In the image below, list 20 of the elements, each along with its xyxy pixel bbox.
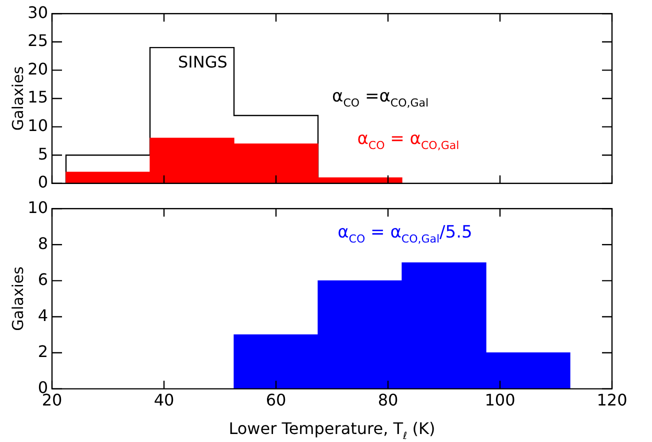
x-tick-label: 120 <box>596 390 628 410</box>
x-tick-label: 60 <box>266 390 286 410</box>
annotation: SINGS <box>178 52 228 72</box>
y-tick-label: 6 <box>38 270 48 289</box>
x-tick-label: 40 <box>154 390 174 410</box>
y-tick-label: 30 <box>28 2 48 22</box>
y-axis-title: Galaxies <box>8 66 27 131</box>
y-tick-label: 0 <box>38 172 48 192</box>
x-tick-label: 80 <box>378 390 398 410</box>
y-tick-label: 4 <box>38 306 48 325</box>
y-tick-label: 25 <box>28 31 48 50</box>
y-tick-label: 10 <box>28 116 48 135</box>
y-tick-label: 20 <box>28 59 48 78</box>
y-tick-label: 8 <box>38 234 48 253</box>
y-tick-label: 10 <box>28 198 48 217</box>
y-axis-title: Galaxies <box>8 266 27 331</box>
y-tick-label: 15 <box>28 88 48 107</box>
y-tick-label: 2 <box>38 342 48 361</box>
x-tick-label: 100 <box>484 390 516 410</box>
y-tick-label: 5 <box>38 144 48 164</box>
